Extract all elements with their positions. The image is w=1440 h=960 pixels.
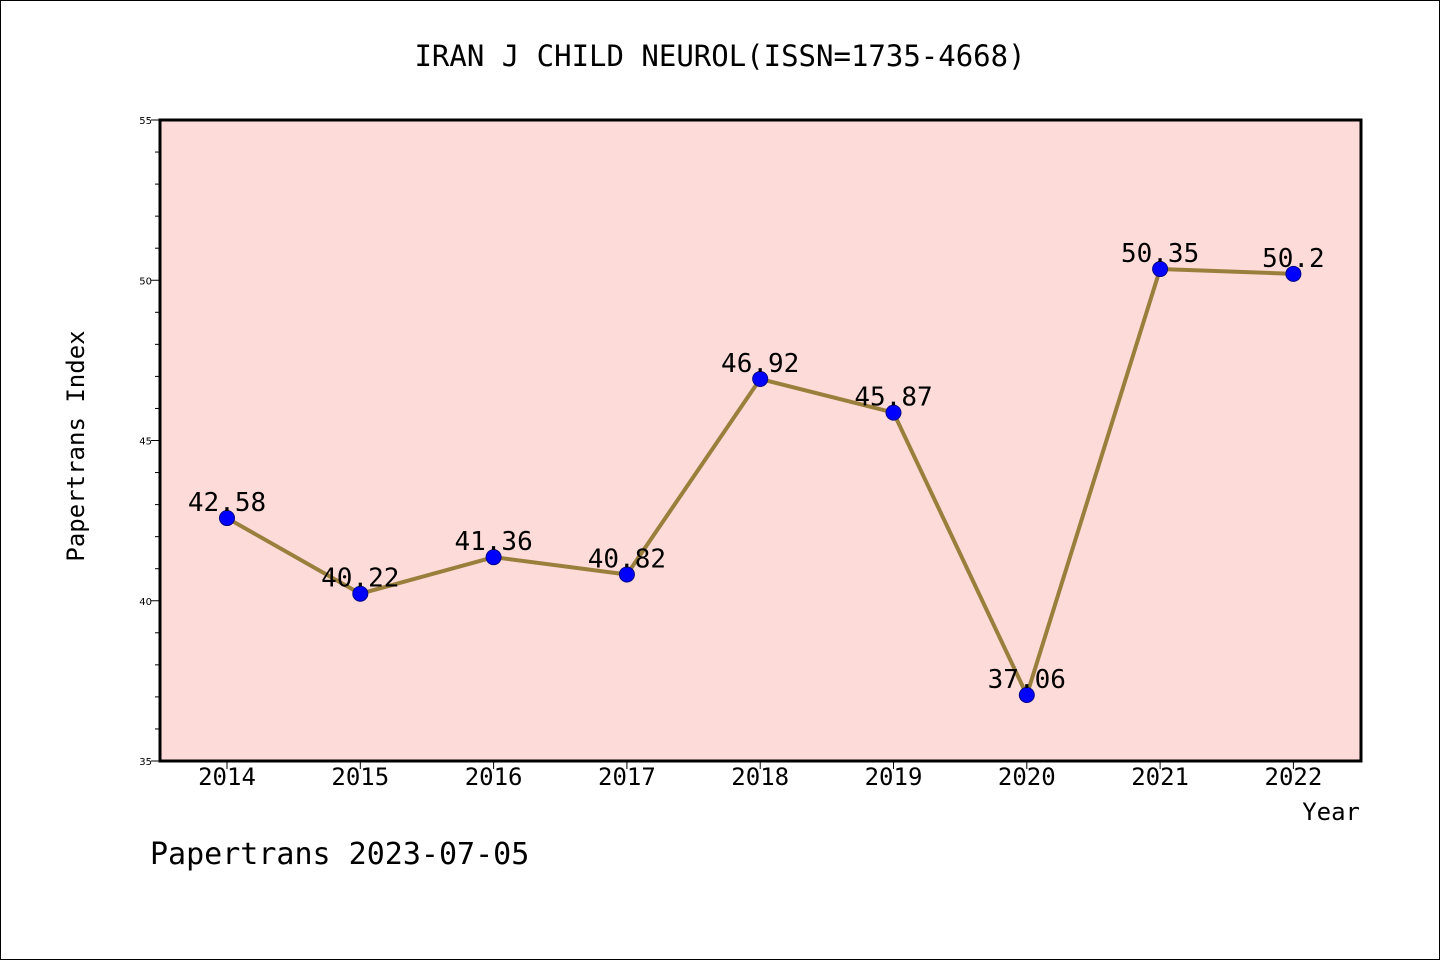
data-point <box>1018 686 1035 703</box>
data-label: 37.06 <box>988 665 1066 695</box>
footer-text: Papertrans 2023-07-05 <box>150 837 529 872</box>
y-tick-label: 40 <box>139 597 152 608</box>
x-tick-label: 2018 <box>731 763 789 791</box>
data-label: 46.92 <box>721 349 799 379</box>
data-label: 40.82 <box>588 544 666 574</box>
x-tick-label: 2017 <box>598 763 656 791</box>
x-tick-label: 2015 <box>331 763 389 791</box>
x-axis-ticks: 2014 2015 2016 2017 2018 2019 2020 2021 2022 <box>198 761 1322 791</box>
x-tick-label: 2019 <box>865 763 923 791</box>
y-axis-ticks: 35 40 45 50 55 <box>139 116 160 768</box>
data-label: 50.2 <box>1262 244 1325 274</box>
y-tick-label: 50 <box>139 276 152 287</box>
y-axis-label: Papertrans Index <box>62 330 90 561</box>
x-tick-label: 2021 <box>1131 763 1189 791</box>
y-tick-label: 35 <box>139 757 152 768</box>
x-tick-label: 2014 <box>198 763 256 791</box>
data-point <box>219 510 235 527</box>
chart-title: IRAN J CHILD NEUROL(ISSN=1735-4668) <box>414 39 1025 73</box>
data-label: 40.22 <box>321 564 399 594</box>
data-point <box>752 370 769 387</box>
data-label: 41.36 <box>454 527 532 557</box>
x-tick-label: 2022 <box>1265 763 1323 791</box>
plot-area <box>158 118 1363 763</box>
data-label: 42.58 <box>188 488 266 518</box>
x-axis-label: Year <box>1302 798 1360 826</box>
data-point <box>1152 261 1169 278</box>
x-tick-label: 2016 <box>465 763 523 791</box>
data-label: 50.35 <box>1121 239 1199 269</box>
data-point <box>885 404 902 421</box>
series-group <box>219 261 1302 703</box>
y-tick-label: 45 <box>139 437 152 448</box>
data-labels: 42.58 40.22 41.36 40.82 46.92 45.87 37.06 50.35… <box>188 239 1325 695</box>
data-point <box>485 549 502 566</box>
x-tick-label: 2020 <box>998 763 1056 791</box>
data-point <box>618 566 635 583</box>
data-label: 45.87 <box>854 383 932 413</box>
y-tick-label: 55 <box>139 116 152 127</box>
data-point <box>352 585 369 602</box>
data-point <box>1285 265 1302 282</box>
